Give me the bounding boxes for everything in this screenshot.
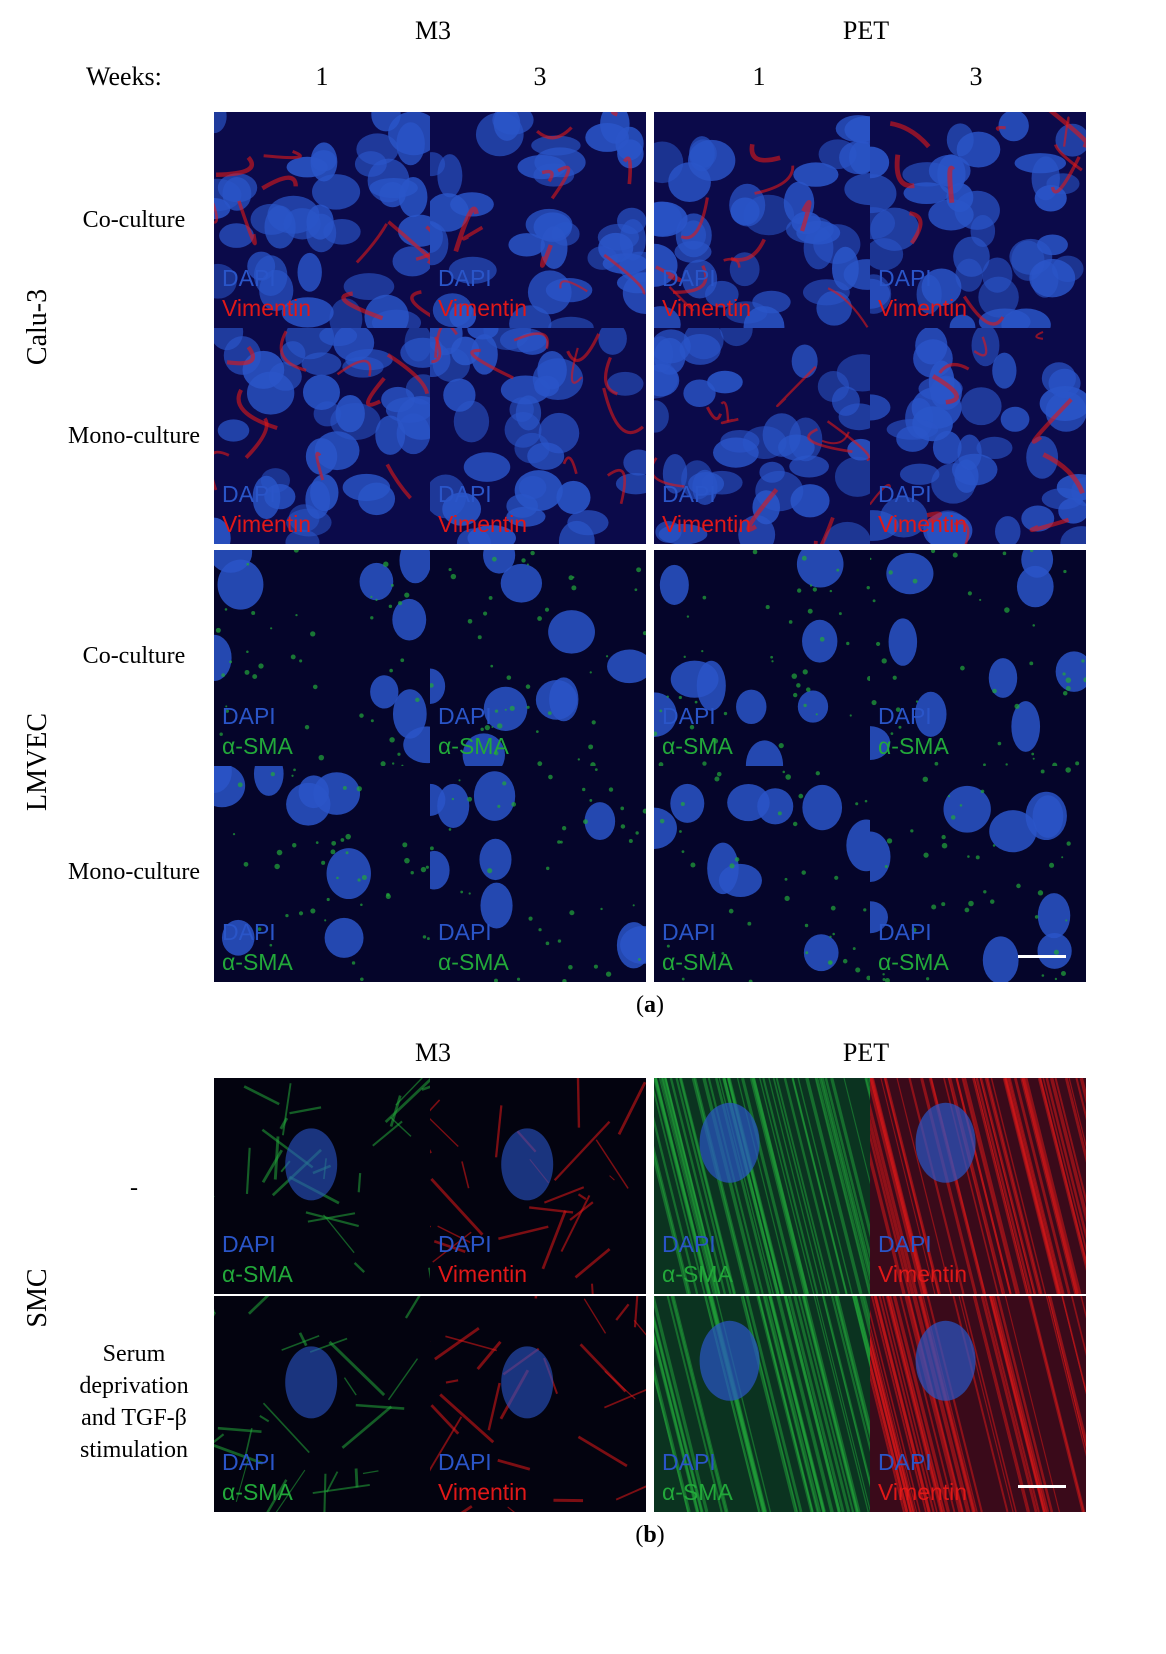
group-label-pet-a: PET	[842, 16, 890, 45]
stain-label-dapi: DAPI	[438, 481, 492, 507]
micrograph-calu3: DAPI Vimentin	[214, 328, 430, 544]
micrograph-smc: DAPI Vimentin	[430, 1296, 646, 1512]
micrograph-lmvec: DAPI α-SMA	[214, 766, 430, 982]
stain-label-dapi: DAPI	[878, 919, 932, 945]
stain-label-dapi: DAPI	[438, 265, 492, 291]
stain-label-dapi: DAPI	[878, 703, 932, 729]
cell-line-label-calu3: Calu-3	[22, 288, 53, 366]
stain-label-dapi: DAPI	[222, 919, 276, 945]
stain-label-dapi: DAPI	[878, 481, 932, 507]
cell-line-label-smc: SMC	[22, 1268, 53, 1328]
stain-label-marker: α-SMA	[878, 733, 949, 759]
condition-label-multiline: Serum deprivation and TGF-β stimulation	[79, 1341, 189, 1463]
stain-label-marker: Vimentin	[878, 1479, 968, 1505]
stain-label-marker: α-SMA	[222, 1261, 293, 1287]
scale-bar	[1018, 955, 1066, 958]
micrograph-smc: DAPI α-SMA	[214, 1078, 430, 1294]
stain-label-dapi: DAPI	[662, 703, 716, 729]
stain-label-dapi: DAPI	[438, 919, 492, 945]
weeks-label: Weeks:	[86, 62, 162, 91]
stain-label-marker: α-SMA	[662, 949, 733, 975]
micrograph-calu3: DAPI Vimentin	[654, 328, 870, 544]
week-header: 3	[533, 62, 547, 91]
micrograph-lmvec: DAPI α-SMA	[214, 550, 430, 766]
group-label-m3-b: M3	[414, 1038, 452, 1067]
micrograph-smc: DAPI Vimentin	[870, 1078, 1086, 1294]
stain-label-dapi: DAPI	[222, 481, 276, 507]
micrograph-lmvec: DAPI α-SMA	[870, 550, 1086, 766]
stain-label-marker: α-SMA	[222, 949, 293, 975]
micrograph-lmvec: DAPI α-SMA	[654, 766, 870, 982]
week-header: 1	[315, 62, 329, 91]
stain-label-dapi: DAPI	[878, 265, 932, 291]
micrograph-grid-b: DAPI α-SMA DAPI Vimentin DAPI α-SMA DAPI Viment…	[214, 1078, 1086, 1512]
stain-label-marker: Vimentin	[438, 1479, 528, 1505]
stain-label-dapi: DAPI	[662, 1231, 716, 1257]
stain-label-dapi: DAPI	[662, 1449, 716, 1475]
micrograph-lmvec: DAPI α-SMA	[430, 550, 646, 766]
micrograph-lmvec: DAPI α-SMA	[654, 550, 870, 766]
cell-line-label-lmvec: LMVEC	[22, 713, 53, 811]
stain-label-dapi: DAPI	[438, 703, 492, 729]
stain-label-marker: Vimentin	[878, 511, 968, 537]
micrograph-smc: DAPI Vimentin	[870, 1296, 1086, 1512]
stain-label-dapi: DAPI	[878, 1231, 932, 1257]
stain-label-marker: α-SMA	[662, 1479, 733, 1505]
week-header: 1	[752, 62, 766, 91]
stain-label-dapi: DAPI	[222, 1449, 276, 1475]
stain-label-marker: Vimentin	[438, 511, 528, 537]
stain-label-dapi: DAPI	[222, 1231, 276, 1257]
micrograph-smc: DAPI Vimentin	[430, 1078, 646, 1294]
stain-label-marker: Vimentin	[878, 1261, 968, 1287]
stain-label-dapi: DAPI	[222, 703, 276, 729]
stain-label-dapi: DAPI	[438, 1449, 492, 1475]
stain-label-marker: Vimentin	[662, 511, 752, 537]
stain-label-marker: Vimentin	[438, 1261, 528, 1287]
stain-label-dapi: DAPI	[662, 919, 716, 945]
stain-label-dapi: DAPI	[662, 481, 716, 507]
micrograph-calu3: DAPI Vimentin	[654, 112, 870, 328]
stain-label-marker: α-SMA	[438, 733, 509, 759]
group-label-m3-a: M3	[414, 16, 452, 45]
micrograph-lmvec: DAPI α-SMA	[870, 766, 1086, 982]
stain-label-marker: α-SMA	[662, 733, 733, 759]
condition-label: Co-culture	[82, 207, 186, 233]
stain-label-marker: Vimentin	[878, 295, 968, 321]
stain-label-dapi: DAPI	[438, 1231, 492, 1257]
micrograph-smc: DAPI α-SMA	[654, 1078, 870, 1294]
condition-label: Mono-culture	[68, 859, 200, 885]
stain-label-dapi: DAPI	[222, 265, 276, 291]
stain-label-marker: α-SMA	[878, 949, 949, 975]
stain-label-marker: Vimentin	[222, 295, 312, 321]
scale-bar	[1018, 1485, 1066, 1488]
micrograph-smc: DAPI α-SMA	[214, 1296, 430, 1512]
micrograph-calu3: DAPI Vimentin	[430, 328, 646, 544]
stain-label-marker: α-SMA	[222, 1479, 293, 1505]
stain-label-marker: Vimentin	[438, 295, 528, 321]
stain-label-marker: α-SMA	[438, 949, 509, 975]
panel-letter-a: (a)	[636, 992, 664, 1018]
micrograph-smc: DAPI α-SMA	[654, 1296, 870, 1512]
stain-label-marker: α-SMA	[662, 1261, 733, 1287]
micrograph-calu3: DAPI Vimentin	[430, 112, 646, 328]
panel-letter-b: (b)	[635, 1522, 665, 1548]
micrograph-calu3: DAPI Vimentin	[870, 328, 1086, 544]
stain-label-marker: Vimentin	[222, 511, 312, 537]
micrograph-lmvec: DAPI α-SMA	[430, 766, 646, 982]
condition-label: -	[130, 1175, 138, 1201]
micrograph-calu3: DAPI Vimentin	[214, 112, 430, 328]
week-header: 3	[969, 62, 983, 91]
condition-label: Co-culture	[82, 643, 186, 669]
stain-label-marker: Vimentin	[662, 295, 752, 321]
stain-label-dapi: DAPI	[878, 1449, 932, 1475]
stain-label-dapi: DAPI	[662, 265, 716, 291]
group-label-pet-b: PET	[842, 1038, 890, 1067]
micrograph-grid-a: DAPI Vimentin DAPI Vimentin DAPI Vimentin DAPI…	[214, 112, 1086, 982]
micrograph-calu3: DAPI Vimentin	[870, 112, 1086, 328]
condition-label: Mono-culture	[68, 423, 200, 449]
stain-label-marker: α-SMA	[222, 733, 293, 759]
